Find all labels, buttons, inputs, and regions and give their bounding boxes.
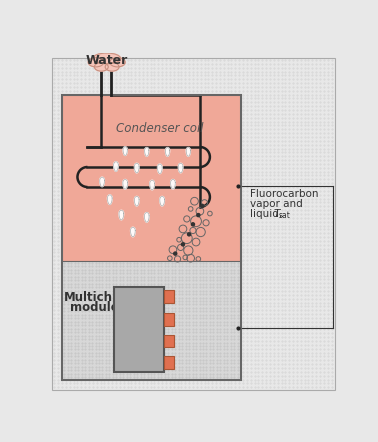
Ellipse shape: [105, 63, 119, 71]
Polygon shape: [100, 177, 104, 187]
Polygon shape: [160, 196, 164, 206]
FancyBboxPatch shape: [164, 290, 174, 302]
Polygon shape: [144, 213, 149, 222]
Text: Multichip: Multichip: [64, 291, 125, 304]
Text: T: T: [274, 209, 280, 219]
FancyBboxPatch shape: [62, 95, 241, 261]
Ellipse shape: [94, 63, 108, 71]
Polygon shape: [123, 147, 127, 156]
FancyBboxPatch shape: [164, 335, 174, 347]
Polygon shape: [107, 195, 112, 204]
Ellipse shape: [110, 57, 125, 67]
Circle shape: [197, 213, 200, 217]
Polygon shape: [186, 148, 191, 156]
Polygon shape: [123, 179, 127, 189]
Text: Condenser coil: Condenser coil: [116, 122, 204, 135]
Polygon shape: [178, 164, 183, 173]
Text: Water: Water: [85, 54, 128, 67]
Polygon shape: [166, 148, 170, 156]
Polygon shape: [135, 196, 139, 206]
Polygon shape: [130, 227, 135, 237]
Polygon shape: [170, 179, 175, 189]
Text: sat: sat: [279, 211, 290, 220]
Polygon shape: [135, 164, 139, 173]
Polygon shape: [150, 180, 155, 190]
Text: module: module: [70, 301, 119, 314]
Circle shape: [181, 243, 184, 246]
Circle shape: [191, 223, 195, 226]
Polygon shape: [145, 148, 149, 156]
Ellipse shape: [93, 53, 121, 64]
Circle shape: [174, 252, 177, 255]
FancyBboxPatch shape: [114, 287, 164, 372]
FancyBboxPatch shape: [62, 261, 241, 380]
FancyBboxPatch shape: [164, 313, 174, 326]
Circle shape: [187, 233, 191, 236]
Text: liquid,: liquid,: [250, 209, 285, 219]
Circle shape: [201, 204, 204, 207]
Polygon shape: [158, 164, 162, 174]
Text: Fluorocarbon: Fluorocarbon: [250, 189, 318, 199]
Ellipse shape: [88, 57, 104, 67]
Polygon shape: [114, 162, 118, 171]
FancyBboxPatch shape: [52, 58, 335, 389]
Polygon shape: [119, 210, 124, 220]
FancyBboxPatch shape: [164, 356, 174, 369]
Text: vapor and: vapor and: [250, 199, 303, 209]
